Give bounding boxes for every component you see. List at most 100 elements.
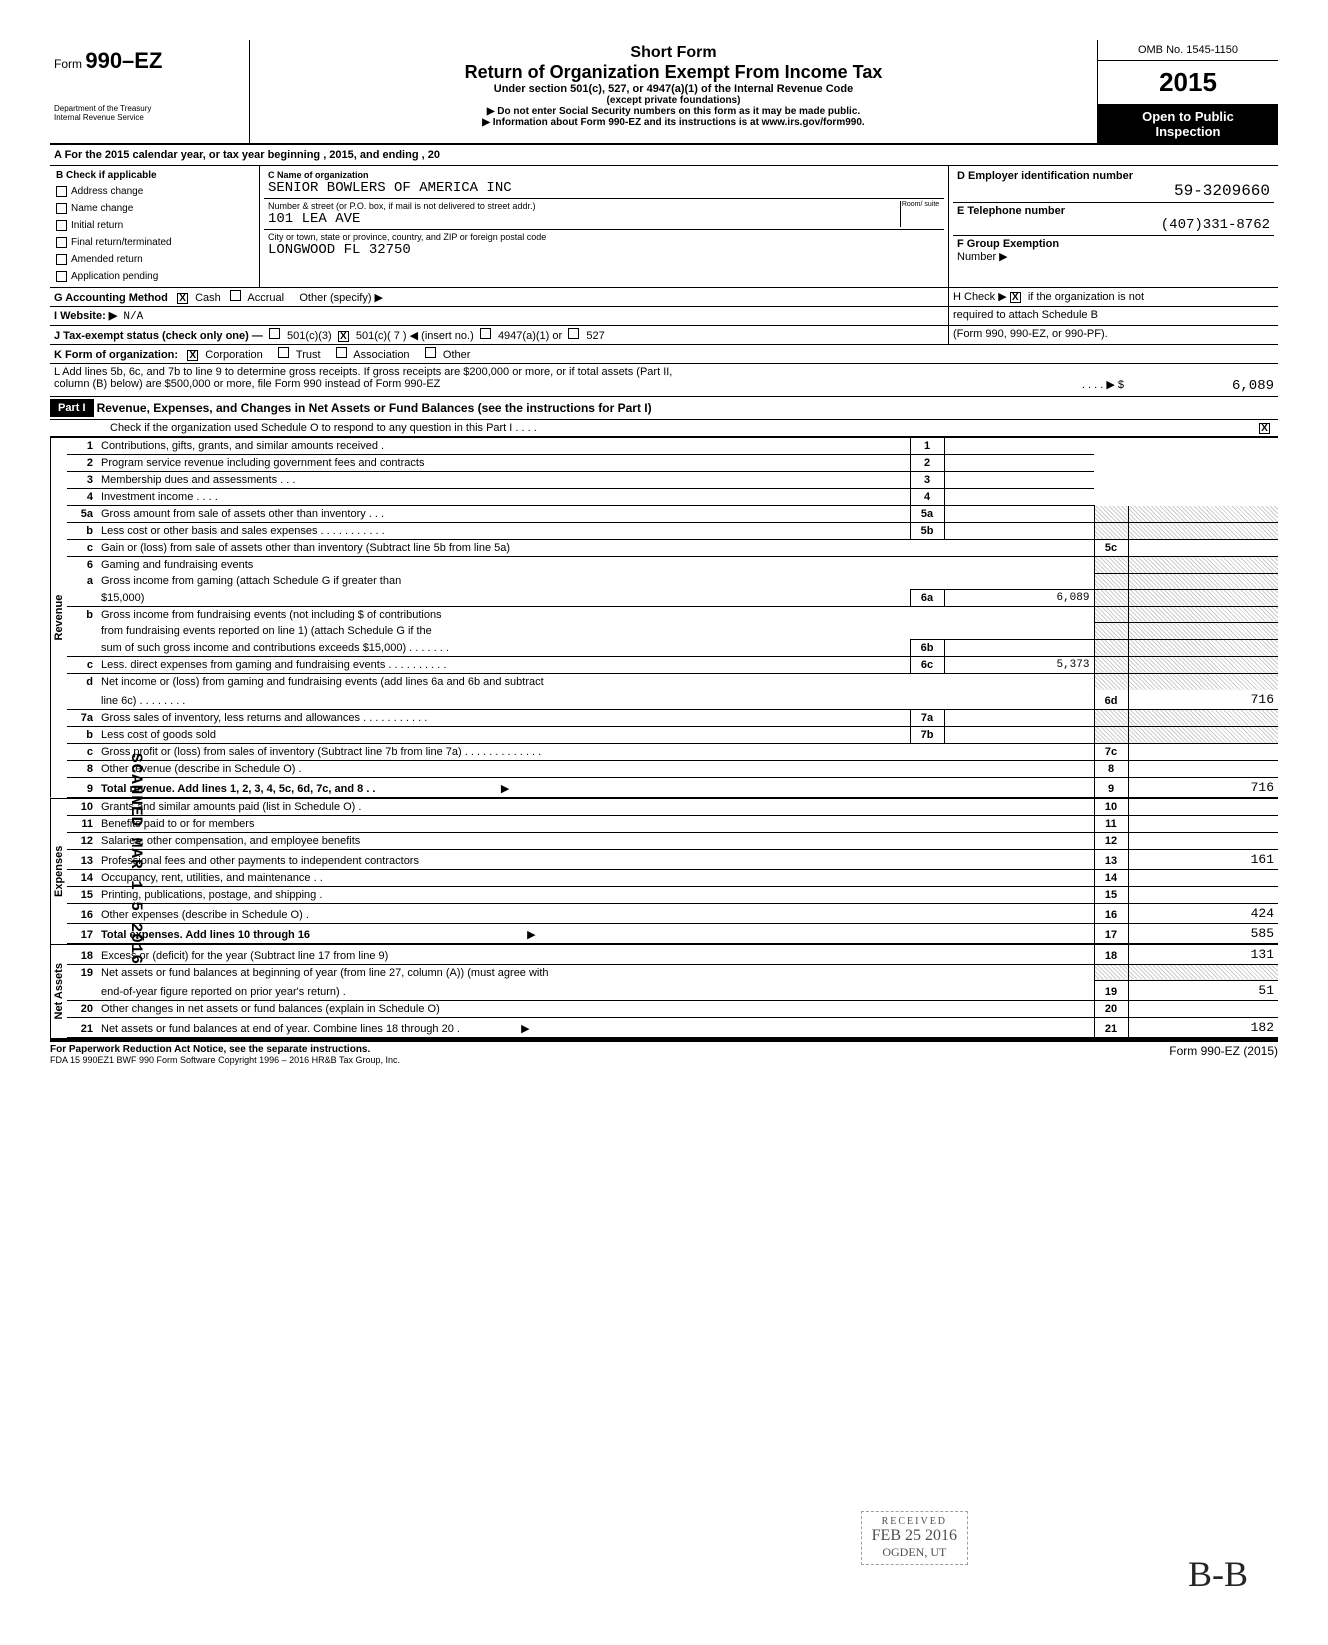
opt-4947: 4947(a)(1) or: [498, 330, 562, 342]
netassets-section: Net Assets 18Excess or (deficit) for the…: [50, 944, 1278, 1041]
cb-final-return[interactable]: [56, 237, 67, 248]
num: 1: [910, 438, 944, 455]
arrow: ▶: [521, 1023, 529, 1035]
amt-18: 131: [1128, 945, 1278, 965]
received-date: FEB 25 2016: [872, 1527, 957, 1545]
cb-label: Initial return: [71, 220, 123, 231]
line-11: Benefits paid to or for members: [97, 815, 1094, 832]
shade: [1128, 673, 1278, 690]
line-15: Printing, publications, postage, and shi…: [97, 886, 1094, 903]
ln: 7a: [81, 712, 93, 724]
software-credit: FDA 15 990EZ1 BWF 990 Form Software Copy…: [50, 1055, 400, 1065]
line-6b-3: sum of such gross income and contributio…: [97, 639, 910, 656]
line-20: Other changes in net assets or fund bala…: [97, 1001, 1094, 1018]
box: 6b: [910, 639, 944, 656]
ln: b: [86, 729, 93, 741]
cb-527[interactable]: [568, 328, 579, 339]
ln: a: [87, 575, 93, 587]
ein: 59-3209660: [957, 182, 1270, 200]
line-j: J Tax-exempt status (check only one) — 5…: [50, 326, 1278, 345]
boxamt: [944, 709, 1094, 726]
cb-address-change[interactable]: [56, 186, 67, 197]
amt-13: 161: [1128, 849, 1278, 869]
header-right: OMB No. 1545-1150 2015 Open to Public In…: [1098, 40, 1278, 143]
line-6b-2: from fundraising events reported on line…: [97, 623, 1094, 640]
box-f-label: F Group Exemption: [957, 238, 1059, 250]
box-c: C Name of organization SENIOR BOWLERS OF…: [260, 166, 948, 287]
ln: 2: [87, 457, 93, 469]
cb-label: Final return/terminated: [71, 237, 172, 248]
num: 17: [1094, 923, 1128, 943]
dept-treasury: Department of the Treasury: [54, 104, 245, 113]
revenue-section: Revenue 1Contributions, gifts, grants, a…: [50, 437, 1278, 798]
shade: [1128, 506, 1278, 523]
amt-9: 716: [1128, 777, 1278, 797]
subtitle2: (except private foundations): [258, 95, 1089, 106]
dept-irs: Internal Revenue Service: [54, 113, 245, 122]
box-c-label: C Name of organization: [268, 170, 940, 180]
cb-other-org[interactable]: [425, 347, 436, 358]
box: 5a: [910, 506, 944, 523]
ln: 17: [81, 929, 93, 941]
num: 13: [1094, 849, 1128, 869]
amt: [944, 455, 1094, 472]
cb-501c3[interactable]: [269, 328, 280, 339]
line-16: Other expenses (describe in Schedule O) …: [97, 903, 1094, 923]
num: 11: [1094, 815, 1128, 832]
ln: b: [86, 609, 93, 621]
shade: [1128, 573, 1278, 589]
cb-label: Application pending: [71, 271, 158, 282]
num: 3: [910, 472, 944, 489]
line-6c: Less. direct expenses from gaming and fu…: [97, 656, 910, 673]
cb-501c[interactable]: [338, 331, 349, 342]
addr-label: Number & street (or P.O. box, if mail is…: [268, 201, 900, 211]
line-19-1: Net assets or fund balances at beginning…: [97, 964, 1094, 981]
title-short-form: Short Form: [258, 44, 1089, 62]
shade: [1094, 523, 1128, 540]
ln: 19: [81, 967, 93, 979]
num: 7c: [1094, 743, 1128, 760]
opt-cash: Cash: [195, 292, 221, 304]
cb-application-pending[interactable]: [56, 271, 67, 282]
cb-name-change[interactable]: [56, 203, 67, 214]
num: 9: [1094, 777, 1128, 797]
subtitle: Under section 501(c), 527, or 4947(a)(1)…: [258, 83, 1089, 95]
cb-cash[interactable]: [177, 293, 188, 304]
cb-schedule-b[interactable]: [1010, 292, 1021, 303]
cb-initial-return[interactable]: [56, 220, 67, 231]
cb-trust[interactable]: [278, 347, 289, 358]
line-6: Gaming and fundraising events: [97, 557, 1094, 574]
line-a: A For the 2015 calendar year, or tax yea…: [50, 145, 1278, 166]
form-prefix: Form: [54, 57, 82, 71]
part-i-label: Part I: [50, 399, 94, 417]
line-l: L Add lines 5b, 6c, and 7b to line 9 to …: [50, 364, 1278, 397]
omb-number: OMB No. 1545-1150: [1098, 40, 1278, 61]
part-i-check: Check if the organization used Schedule …: [50, 420, 1278, 437]
line-g-label: G Accounting Method: [54, 292, 168, 304]
line-h-text2: if the organization is not: [1028, 291, 1144, 303]
revenue-table: 1Contributions, gifts, grants, and simil…: [67, 438, 1278, 798]
line-k: K Form of organization: Corporation Trus…: [50, 345, 1278, 364]
box: 7b: [910, 726, 944, 743]
line-6b-1: Gross income from fundraising events (no…: [97, 606, 1094, 623]
opt-501c3: 501(c)(3): [287, 330, 332, 342]
cb-schedule-o[interactable]: [1259, 423, 1270, 434]
ln: 3: [87, 474, 93, 486]
cb-amended[interactable]: [56, 254, 67, 265]
ln: 6: [87, 559, 93, 571]
box-e-label: E Telephone number: [957, 205, 1270, 217]
header-left: Form 990–EZ Department of the Treasury I…: [50, 40, 250, 143]
ln: 20: [81, 1003, 93, 1015]
num: 6d: [1094, 690, 1128, 710]
org-name: SENIOR BOWLERS OF AMERICA INC: [268, 180, 940, 196]
opt-trust: Trust: [296, 349, 321, 361]
cb-4947[interactable]: [480, 328, 491, 339]
header-center: Short Form Return of Organization Exempt…: [250, 40, 1098, 143]
revenue-label: Revenue: [50, 438, 67, 798]
line-6d-1: Net income or (loss) from gaming and fun…: [97, 673, 1094, 690]
expenses-table: 10Grants and similar amounts paid (list …: [67, 799, 1278, 944]
cb-corporation[interactable]: [187, 350, 198, 361]
part-i-check-text: Check if the organization used Schedule …: [50, 422, 1259, 434]
cb-accrual[interactable]: [230, 290, 241, 301]
cb-association[interactable]: [336, 347, 347, 358]
